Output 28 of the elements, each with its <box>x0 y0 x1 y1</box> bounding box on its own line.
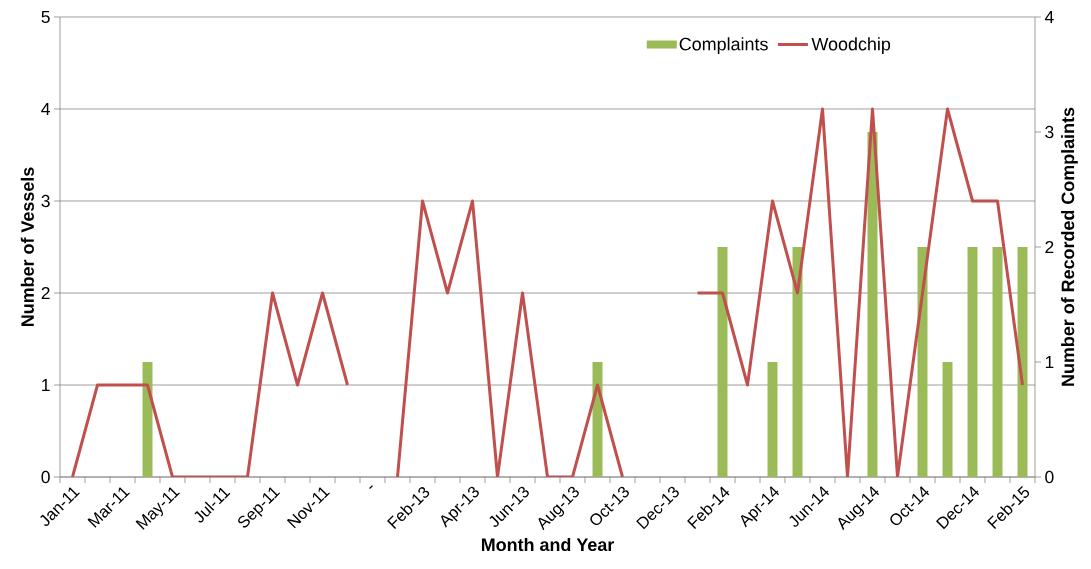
bar <box>592 362 603 477</box>
bar <box>867 132 878 477</box>
y-tick-label: 5 <box>41 10 50 24</box>
y2-tick-label: 2 <box>1045 240 1054 254</box>
y-axis-title: Number of Vessels <box>20 167 34 327</box>
y2-tick-label: 3 <box>1045 125 1054 139</box>
y-tick-label: 2 <box>41 286 50 300</box>
bar <box>917 247 928 477</box>
bar <box>792 247 803 477</box>
bar <box>717 247 728 477</box>
y-tick-label: 4 <box>41 102 50 115</box>
bar <box>992 247 1003 477</box>
legend-label: Woodchip <box>811 37 891 54</box>
x-axis-title: Month and Year <box>481 537 614 552</box>
y2-tick-label: 4 <box>1044 10 1054 23</box>
y2-axis-title: Number of Recorded Complaints <box>1061 107 1078 386</box>
x-tick-label: - <box>369 485 373 489</box>
y2-tick-label: 1 <box>1045 355 1054 368</box>
bar <box>1017 247 1028 477</box>
bar <box>942 362 953 477</box>
bar <box>142 362 153 477</box>
legend-label: Complaints <box>679 37 768 54</box>
y2-tick-label: 0 <box>1045 470 1054 484</box>
y-tick-label: 0 <box>41 470 50 484</box>
y-tick-label: 3 <box>41 194 50 208</box>
bar <box>767 362 778 477</box>
y-tick-label: 1 <box>42 379 50 391</box>
bar <box>967 247 978 477</box>
